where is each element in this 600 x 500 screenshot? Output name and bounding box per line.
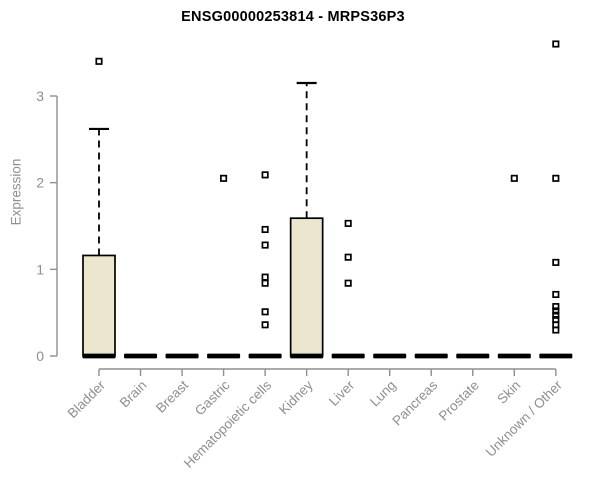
median-line-lung: [373, 353, 407, 359]
outlier-point-gastric: [220, 174, 228, 182]
outlier-point-hematopoietic-cells: [261, 308, 269, 316]
x-tick-label-kidney: Kidney: [276, 377, 316, 417]
outlier-point-liver: [344, 219, 352, 227]
outlier-point-skin: [510, 174, 518, 182]
outlier-point-bladder: [95, 57, 103, 65]
outlier-point-unknown-other: [552, 290, 560, 299]
median-line-kidney: [290, 353, 324, 359]
box-iqr-kidney: [289, 217, 324, 357]
median-line-pancreas: [414, 353, 448, 359]
median-line-breast: [165, 353, 199, 359]
outlier-point-unknown-other: [552, 311, 560, 319]
y-tick-label: 1: [36, 261, 44, 277]
outlier-point-hematopoietic-cells: [261, 225, 269, 234]
x-tick-label-pancreas: Pancreas: [389, 377, 440, 428]
chart-title: ENSG00000253814 - MRPS36P3: [181, 9, 405, 25]
median-line-gastric: [207, 353, 241, 359]
x-tick-label-lung: Lung: [367, 378, 399, 410]
median-line-liver: [331, 353, 365, 359]
outlier-point-unknown-other: [552, 258, 560, 266]
median-line-brain: [124, 353, 158, 359]
outlier-point-hematopoietic-cells: [261, 321, 269, 329]
y-tick-label: 2: [36, 175, 44, 191]
median-line-prostate: [456, 353, 490, 359]
y-tick-label: 3: [36, 88, 44, 104]
x-tick-label-bladder: Bladder: [65, 377, 109, 421]
median-line-skin: [497, 353, 531, 359]
box-iqr-bladder: [82, 254, 116, 357]
x-tick-label-skin: Skin: [494, 378, 523, 407]
x-tick-label-liver: Liver: [326, 377, 358, 409]
outlier-point-hematopoietic-cells: [261, 273, 269, 281]
outlier-point-liver: [344, 253, 352, 261]
outlier-point-unknown-other: [552, 174, 560, 182]
outlier-point-hematopoietic-cells: [261, 279, 269, 287]
outlier-point-hematopoietic-cells: [261, 171, 269, 179]
x-tick-label-brain: Brain: [117, 378, 150, 411]
outlier-point-hematopoietic-cells: [261, 241, 269, 249]
median-line-hematopoietic-cells: [248, 353, 282, 359]
x-tick-label-gastric: Gastric: [192, 377, 233, 418]
y-tick-label: 0: [36, 348, 44, 364]
outlier-point-unknown-other: [552, 326, 560, 334]
x-tick-label-unknown-other: Unknown / Other: [483, 377, 566, 460]
median-line-bladder: [82, 353, 116, 359]
outlier-point-unknown-other: [552, 307, 560, 315]
median-line-unknown-other: [539, 353, 573, 359]
x-tick-label-prostate: Prostate: [436, 378, 482, 424]
x-tick-label-breast: Breast: [153, 377, 191, 415]
outlier-point-unknown-other: [552, 303, 560, 311]
outlier-point-liver: [344, 279, 352, 287]
outlier-point-unknown-other: [552, 40, 560, 48]
